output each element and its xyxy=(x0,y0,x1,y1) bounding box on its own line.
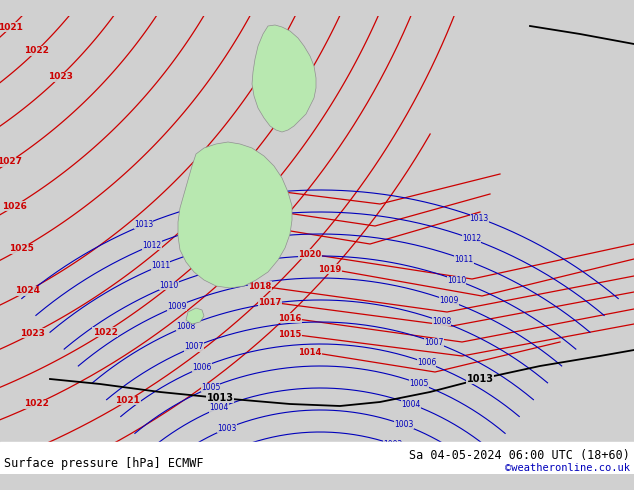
Text: 1005: 1005 xyxy=(409,379,429,388)
Text: Surface pressure [hPa] ECMWF: Surface pressure [hPa] ECMWF xyxy=(4,458,204,470)
Text: 1011: 1011 xyxy=(151,261,170,270)
Text: 1013: 1013 xyxy=(470,214,489,223)
Text: 1008: 1008 xyxy=(432,317,451,326)
Text: 1004: 1004 xyxy=(209,403,229,413)
Text: 1026: 1026 xyxy=(2,202,27,211)
Text: 1017: 1017 xyxy=(259,297,281,307)
Text: 1008: 1008 xyxy=(176,322,195,331)
Text: 1020: 1020 xyxy=(299,249,321,259)
Text: 1011: 1011 xyxy=(455,255,474,264)
Text: 1019: 1019 xyxy=(318,265,342,273)
Text: 1001: 1001 xyxy=(256,457,275,466)
Text: 1016: 1016 xyxy=(278,314,302,322)
Polygon shape xyxy=(252,25,316,132)
Text: 1009: 1009 xyxy=(167,302,187,311)
Text: 1002: 1002 xyxy=(383,440,403,449)
Text: 1021: 1021 xyxy=(65,457,91,466)
Text: 1012: 1012 xyxy=(143,241,162,249)
Text: 1013: 1013 xyxy=(134,220,153,229)
Text: 1006: 1006 xyxy=(193,363,212,372)
Text: Sa 04-05-2024 06:00 UTC (18+60): Sa 04-05-2024 06:00 UTC (18+60) xyxy=(409,449,630,463)
Text: 1021: 1021 xyxy=(249,221,272,230)
Bar xyxy=(0,442,634,474)
Polygon shape xyxy=(186,308,204,324)
Text: 1025: 1025 xyxy=(9,244,34,253)
Text: 1007: 1007 xyxy=(424,338,444,347)
Text: 1023: 1023 xyxy=(20,329,45,338)
Text: 1007: 1007 xyxy=(184,343,204,351)
Text: ©weatheronline.co.uk: ©weatheronline.co.uk xyxy=(505,463,630,473)
Text: 1010: 1010 xyxy=(159,281,178,291)
Text: 1004: 1004 xyxy=(402,400,421,409)
Text: 1024: 1024 xyxy=(15,287,40,295)
Polygon shape xyxy=(178,142,292,288)
Text: 1013: 1013 xyxy=(467,374,493,384)
Text: 1022: 1022 xyxy=(249,204,272,214)
Text: 1023: 1023 xyxy=(249,185,271,194)
Text: 1012: 1012 xyxy=(462,234,481,244)
Text: 1015: 1015 xyxy=(278,329,302,339)
Text: 1018: 1018 xyxy=(249,281,271,291)
Text: 1021: 1021 xyxy=(115,396,140,405)
Text: 1023: 1023 xyxy=(48,72,73,81)
Text: 1001: 1001 xyxy=(361,456,380,465)
Text: 1009: 1009 xyxy=(439,296,459,305)
Text: 1021: 1021 xyxy=(0,23,23,32)
Text: 1003: 1003 xyxy=(394,420,413,429)
Text: 1010: 1010 xyxy=(447,276,466,285)
Text: 1005: 1005 xyxy=(201,383,220,392)
Text: 1013: 1013 xyxy=(207,393,233,403)
Text: 1027: 1027 xyxy=(0,157,22,167)
Text: 1022: 1022 xyxy=(24,47,49,55)
Text: 1022: 1022 xyxy=(25,399,49,408)
Text: 1003: 1003 xyxy=(217,424,237,433)
Text: 1014: 1014 xyxy=(299,347,321,357)
Text: 1006: 1006 xyxy=(417,358,436,368)
Text: 1002: 1002 xyxy=(231,442,250,451)
Text: 1022: 1022 xyxy=(93,328,118,337)
